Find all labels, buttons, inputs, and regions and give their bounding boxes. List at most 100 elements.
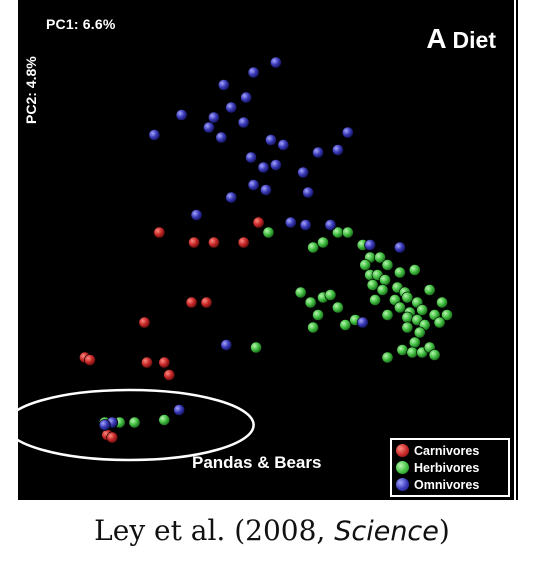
omnivores-point	[247, 179, 260, 191]
omnivores-point	[225, 101, 238, 114]
points-layer	[79, 56, 453, 444]
herbivores-point	[369, 294, 382, 306]
carnivores-point	[153, 226, 166, 239]
omnivores-point	[225, 191, 238, 204]
herbivores-point	[381, 259, 394, 271]
caption-journal: Science	[334, 516, 439, 547]
omnivores-point	[277, 139, 290, 151]
herbivores-point	[294, 286, 307, 299]
herbivores-point	[401, 321, 414, 334]
legend-label: Carnivores	[414, 443, 480, 458]
legend-item-carnivores: Carnivores	[396, 442, 508, 459]
herbivores-point	[307, 241, 320, 254]
herbivores-swatch-icon	[396, 461, 409, 474]
herbivores-point	[406, 346, 419, 359]
panel-title: A Diet	[426, 23, 496, 55]
omnivores-point	[270, 56, 282, 69]
herbivores-point	[332, 301, 344, 314]
omnivores-point	[237, 116, 250, 129]
herbivores-point	[441, 309, 453, 321]
carnivores-point	[185, 296, 198, 309]
pc1-axis-label: PC1: 6.6%	[46, 16, 116, 32]
herbivores-point	[359, 259, 372, 271]
omnivores-swatch-icon	[396, 478, 409, 491]
legend: Carnivores Herbivores Omnivores	[390, 438, 510, 497]
carnivores-point	[138, 316, 151, 329]
herbivores-point	[396, 344, 409, 356]
omnivores-point	[217, 79, 230, 91]
omnivores-point	[220, 339, 233, 351]
herbivores-point	[374, 251, 386, 264]
omnivores-point	[247, 66, 260, 79]
herbivores-point	[376, 284, 389, 296]
carnivores-swatch-icon	[396, 444, 409, 457]
legend-item-herbivores: Herbivores	[396, 459, 508, 476]
carnivores-point	[163, 369, 176, 381]
omnivores-point	[208, 111, 220, 124]
herbivores-point	[401, 311, 414, 324]
panel-letter: A	[426, 23, 447, 54]
herbivores-point	[250, 341, 262, 354]
omnivores-point	[257, 161, 270, 174]
pca-figure: PC1: 6.6% PC2: 4.8% A Diet Pandas &	[4, 0, 518, 500]
omnivores-point	[173, 404, 186, 416]
legend-label: Omnivores	[414, 477, 480, 492]
omnivores-point	[245, 151, 258, 164]
herbivores-point	[339, 319, 352, 331]
herbivores-point	[128, 416, 141, 429]
herbivores-point	[436, 296, 448, 309]
omnivores-point	[324, 219, 337, 231]
carnivores-point	[158, 356, 171, 369]
omnivores-point	[260, 184, 272, 196]
omnivores-point	[332, 144, 344, 156]
herbivores-point	[408, 264, 421, 276]
omnivores-point	[284, 216, 297, 229]
herbivores-point	[401, 291, 414, 304]
omnivores-point	[312, 146, 324, 159]
panel-name: Diet	[452, 27, 496, 53]
herbivores-point	[394, 266, 406, 279]
herbivores-point	[408, 336, 421, 349]
omnivores-point	[356, 316, 369, 329]
legend-label: Herbivores	[414, 460, 480, 475]
omnivores-point	[297, 166, 310, 179]
carnivores-point	[106, 431, 119, 444]
herbivores-point	[158, 414, 171, 426]
herbivores-point	[304, 296, 317, 309]
herbivores-point	[262, 226, 275, 239]
carnivores-point	[84, 354, 96, 366]
herbivores-point	[379, 274, 391, 286]
herbivores-point	[423, 284, 436, 296]
carnivores-point	[141, 356, 153, 369]
omnivores-point	[302, 186, 315, 199]
herbivores-point	[307, 321, 320, 334]
herbivores-point	[366, 279, 379, 291]
legend-item-omnivores: Omnivores	[396, 476, 508, 493]
right-border-line	[516, 0, 518, 500]
omnivores-point	[270, 159, 282, 171]
herbivores-point	[381, 309, 394, 321]
herbivores-point	[413, 326, 426, 339]
herbivores-point	[324, 289, 337, 301]
omnivores-point	[299, 219, 312, 231]
herbivores-point	[394, 301, 406, 314]
caption-prefix: Ley et al. (2008,	[94, 514, 335, 547]
carnivores-point	[188, 236, 200, 249]
omnivores-point	[215, 131, 228, 144]
omnivores-point	[98, 419, 111, 431]
herbivores-point	[317, 236, 329, 249]
herbivores-point	[312, 309, 324, 321]
carnivores-point	[200, 296, 213, 309]
omnivores-point	[175, 109, 188, 121]
scatter-plot	[4, 56, 453, 462]
omnivores-point	[364, 239, 377, 251]
herbivores-point	[341, 226, 354, 239]
omnivores-point	[190, 209, 203, 221]
figure-caption: Ley et al. (2008, Science)	[0, 514, 544, 547]
pandas-bears-ellipse	[4, 388, 255, 462]
carnivores-point	[208, 236, 220, 249]
carnivores-point	[252, 216, 265, 229]
herbivores-point	[416, 304, 429, 316]
omnivores-point	[240, 91, 253, 104]
pandas-bears-annotation: Pandas & Bears	[192, 453, 322, 472]
